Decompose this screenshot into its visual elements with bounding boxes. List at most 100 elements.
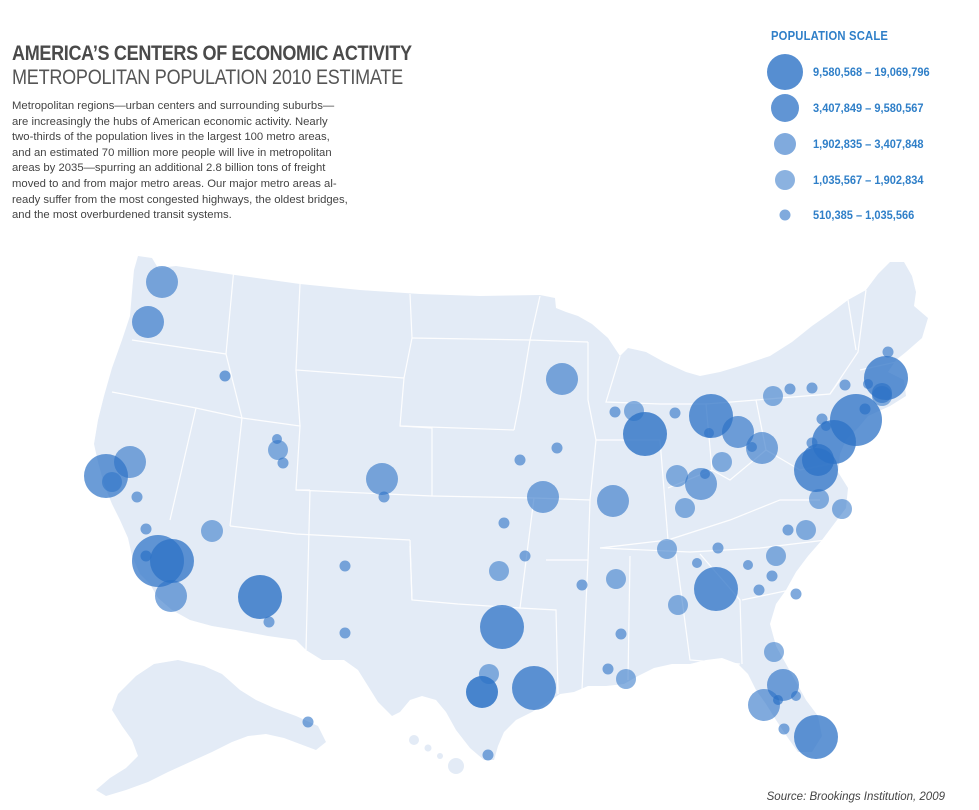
legend-label-tier-1: 510,385 – 1,035,566 <box>813 208 915 222</box>
hawaii-island <box>409 735 419 745</box>
metro-bubble-cincinnati <box>685 468 717 500</box>
metro-bubble-riverside <box>150 539 194 583</box>
metro-bubble-little-rock <box>576 579 588 591</box>
metro-bubble-denver <box>366 463 398 495</box>
description-line: moved to and from major metro areas. Our… <box>12 177 337 190</box>
state-border <box>605 355 661 405</box>
metro-bubble-houston <box>512 666 556 710</box>
state-border <box>627 555 631 681</box>
state-border <box>599 539 827 553</box>
legend-label-tier-3: 1,902,835 – 3,407,848 <box>813 137 924 151</box>
description-line: and an estimated 70 million more people … <box>12 146 332 159</box>
description-line: ready suffer from the most congested hig… <box>12 193 348 206</box>
metro-bubble-des-moines <box>551 442 563 454</box>
map-title: AMERICA’S CENTERS OF ECONOMIC ACTIVITY <box>12 42 412 65</box>
legend-bubble-tier-4 <box>771 94 799 122</box>
state-border <box>513 339 589 431</box>
metro-bubble-portland <box>132 306 164 338</box>
metro-bubble-salt-lake-city <box>268 440 288 460</box>
description-line: Metropolitan regions—urban centers and s… <box>12 100 335 112</box>
metro-bubble-atlanta <box>694 567 738 611</box>
metro-bubble-columbus <box>712 452 732 472</box>
metro-bubble-indianapolis <box>666 465 688 487</box>
metro-bubble-wichita <box>498 517 510 529</box>
metro-bubble-san-diego <box>155 580 187 612</box>
state-border <box>411 337 531 341</box>
metro-bubble-cape-coral <box>778 723 790 735</box>
metro-bubble-spokane <box>219 370 231 382</box>
metro-bubble-stockton <box>131 491 143 503</box>
metro-bubble-charleston <box>790 588 802 600</box>
metro-bubble-boston <box>864 356 908 400</box>
metro-bubble-washington <box>794 448 838 492</box>
metro-bubble-colorado-springs <box>378 491 390 503</box>
metro-bubble-el-paso <box>339 627 351 639</box>
legend-bubble-tier-1 <box>779 209 791 221</box>
metro-bubble-las-vegas <box>201 520 223 542</box>
state-border <box>529 295 541 341</box>
metro-bubble-miami <box>794 715 838 759</box>
metro-bubble-augusta <box>753 584 765 596</box>
metro-bubble-tampa <box>748 689 780 721</box>
hawaii-islands <box>409 735 464 774</box>
hawaii-island <box>424 744 432 752</box>
metro-bubble-charlotte <box>766 546 786 566</box>
metro-bubble-mcallen <box>482 749 494 761</box>
legend-bubble-tier-3 <box>774 133 796 155</box>
state-border <box>667 499 820 541</box>
metro-bubbles <box>84 266 908 761</box>
description-line: areas by 2035—spurring an additional 2.8… <box>12 162 326 175</box>
legend-bubble-tier-5 <box>767 54 803 90</box>
description-line: and the most overburdened transit system… <box>12 209 232 222</box>
legend-bubbles <box>767 54 803 221</box>
metro-bubble-phoenix <box>238 575 282 619</box>
metro-bubble-bakersfield <box>140 523 152 535</box>
state-border <box>741 589 791 601</box>
metro-bubble-raleigh <box>796 520 816 540</box>
map-subtitle: METROPOLITAN POPULATION 2010 ESTIMATE <box>12 66 403 89</box>
metro-bubble-portland-me <box>882 346 894 358</box>
metro-bubble-louisville <box>675 498 695 518</box>
state-border <box>295 489 433 497</box>
metro-bubble-grand-rapids <box>669 407 681 419</box>
metro-bubble-knoxville <box>712 542 724 554</box>
metro-bubble-pittsburgh <box>746 432 778 464</box>
metro-bubble-nashville <box>657 539 677 559</box>
legend-bubble-tier-2 <box>775 170 795 190</box>
source-credit: Source: Brookings Institution, 2009 <box>766 791 945 803</box>
state-border <box>847 299 857 351</box>
metro-bubble-columbia <box>766 570 778 582</box>
state-border <box>581 559 589 691</box>
metro-bubble-jackson <box>615 628 627 640</box>
hawaii-island <box>448 758 464 774</box>
metro-bubble-oklahoma-city <box>489 561 509 581</box>
state-border <box>295 369 301 427</box>
metro-bubble-dallas <box>480 605 524 649</box>
metro-bubble-san-jose <box>102 472 122 492</box>
metro-bubble-birmingham <box>668 595 688 615</box>
legend-label-tier-2: 1,035,567 – 1,902,834 <box>813 173 924 187</box>
metro-bubble-rochester <box>784 383 796 395</box>
metro-bubble-toledo <box>704 428 714 438</box>
metro-bubble-omaha <box>514 454 526 466</box>
metro-bubble-syracuse <box>806 382 818 394</box>
metro-bubble-albuquerque <box>339 560 351 572</box>
metro-bubble-orlando <box>767 669 799 701</box>
metro-bubble-greensboro <box>782 524 794 536</box>
legend-label-tier-4: 3,407,849 – 9,580,567 <box>813 101 924 115</box>
state-border <box>675 553 741 665</box>
metro-bubble-anchorage <box>302 716 314 728</box>
metro-bubble-chattanooga <box>692 558 702 568</box>
metro-bubble-chicago <box>623 412 667 456</box>
metro-bubble-san-antonio <box>466 676 498 708</box>
state-border <box>225 267 235 355</box>
contiguous-us-landmass <box>94 256 928 760</box>
description-line: two-thirds of the population lives in th… <box>12 131 330 144</box>
metro-bubble-st-louis <box>597 485 629 517</box>
metro-bubble-worcester <box>863 379 873 389</box>
state-border <box>305 489 311 651</box>
metro-bubble-new-orleans <box>616 669 636 689</box>
description-line: are increasingly the hubs of American ec… <box>12 115 328 128</box>
metro-bubble-minneapolis <box>546 363 578 395</box>
